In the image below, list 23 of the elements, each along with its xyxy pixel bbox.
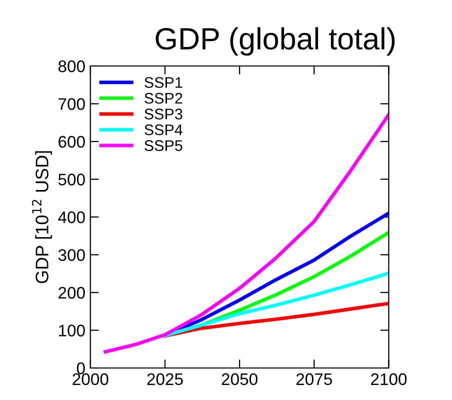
y-tick-label: 200 <box>58 286 85 299</box>
y-tick-label: 300 <box>58 249 85 261</box>
y-tick-label: 800 <box>58 60 85 72</box>
legend-label: SSP1 <box>144 77 182 88</box>
line-series <box>163 302 389 338</box>
chart-title: GDP (global total) <box>156 27 395 56</box>
y-tick-label: 0 <box>76 362 85 374</box>
x-tick-label: 2075 <box>296 373 332 386</box>
x-tick-label: 2000 <box>72 373 108 386</box>
y-tick-label: 100 <box>59 324 85 336</box>
legend-label: SSP4 <box>144 124 182 136</box>
x-tick-label: 2050 <box>222 373 258 386</box>
legend-label: SSP2 <box>144 92 182 104</box>
line-series <box>163 272 389 338</box>
y-tick-label: 400 <box>58 211 85 224</box>
x-tick-label: 2025 <box>147 373 183 386</box>
y-axis-title: GDP [10$^{12}$ USD] <box>32 151 52 284</box>
legend-label: SSP3 <box>144 108 182 120</box>
y-tick-label: 500 <box>58 174 85 186</box>
legend-label: SSP5 <box>144 140 182 151</box>
y-tick-label: 700 <box>58 98 85 110</box>
y-tick-label: 600 <box>58 136 85 148</box>
x-tick-label: 2100 <box>371 373 407 386</box>
